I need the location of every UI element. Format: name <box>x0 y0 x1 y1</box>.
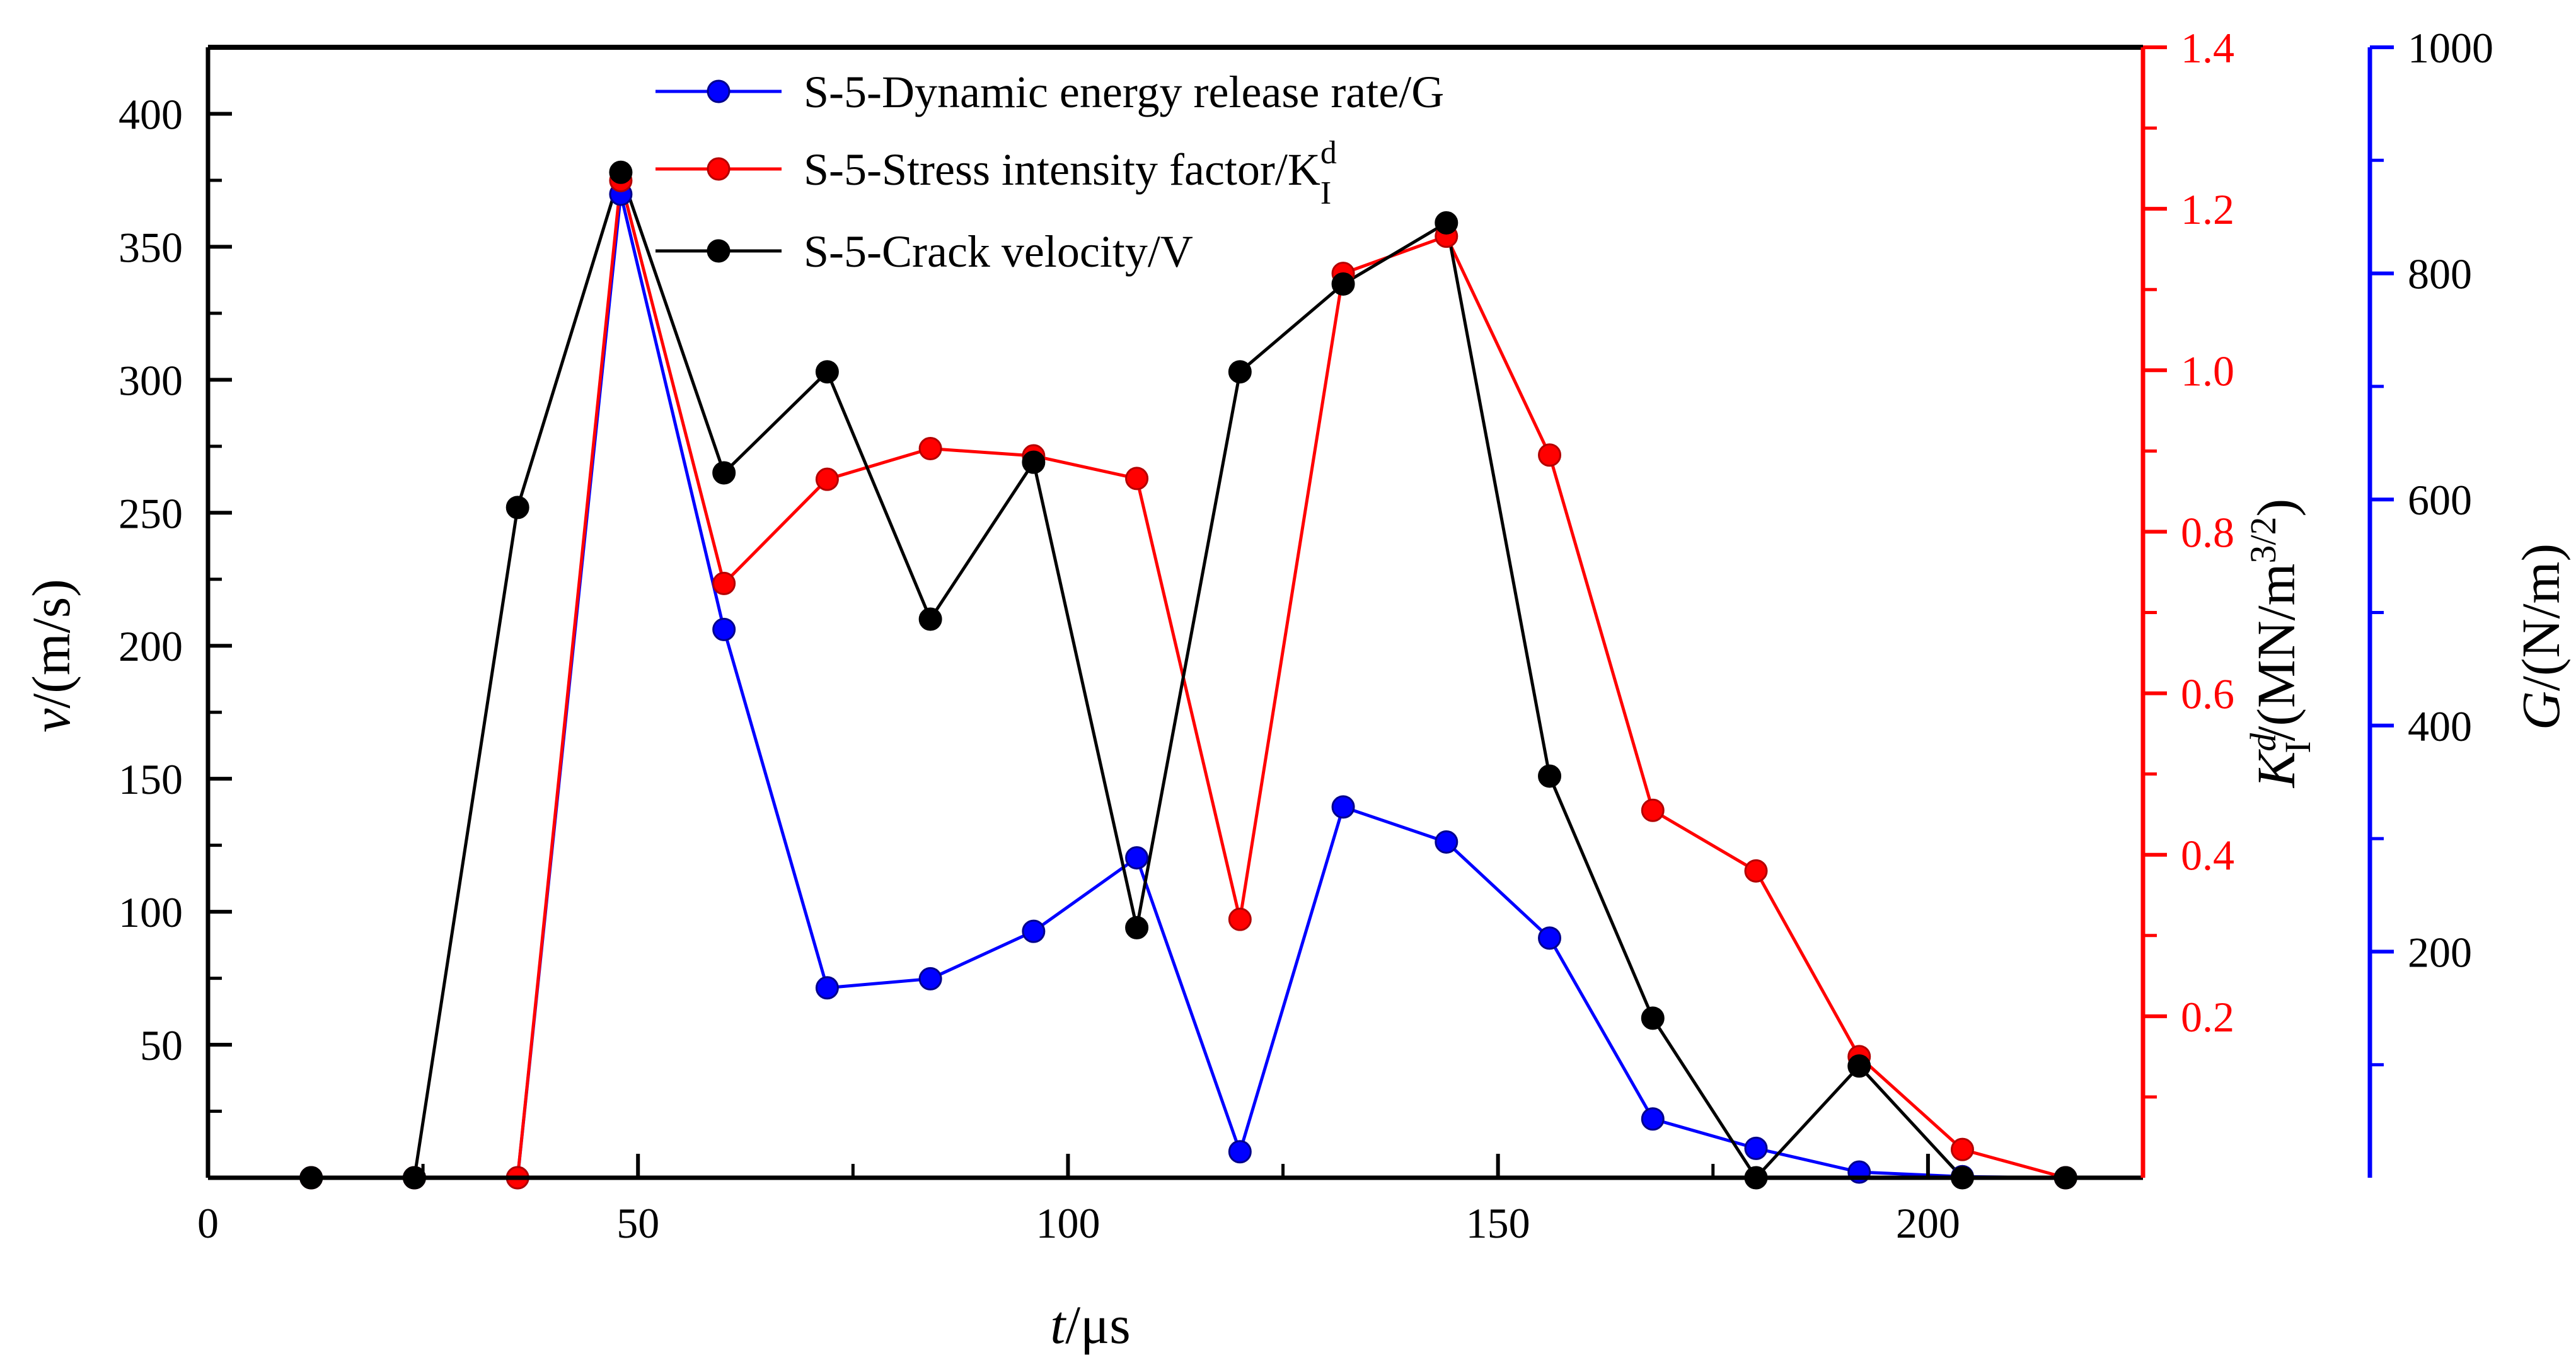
legend-label-velocity: S-5-Crack velocity/V <box>804 226 1193 277</box>
series-layer <box>299 160 2077 1190</box>
legend-label-energy: S-5-Dynamic energy release rate/G <box>804 67 1444 117</box>
series-point-1 <box>918 437 942 461</box>
series-point-1 <box>712 571 736 595</box>
series-point-0 <box>712 617 736 641</box>
x-tick-label: 50 <box>616 1199 659 1247</box>
legend-entry-velocity: S-5-Crack velocity/V <box>656 226 1193 277</box>
k-tick-label: 1.4 <box>2181 24 2234 72</box>
x-tick-label: 0 <box>197 1199 219 1247</box>
series-point-2 <box>1435 211 1458 235</box>
series-point-1 <box>815 467 839 491</box>
series-point-0 <box>1125 846 1149 870</box>
series-point-1 <box>1744 859 1768 883</box>
v-tick-label: 350 <box>118 223 183 271</box>
k-tick-label: 0.6 <box>2181 670 2234 718</box>
series-point-0 <box>1641 1107 1665 1131</box>
x-tick-label: 150 <box>1466 1199 1530 1247</box>
x-axis-title: t/μs <box>1050 1294 1130 1355</box>
series-point-2 <box>1331 272 1355 296</box>
v-tick-label: 250 <box>118 489 183 537</box>
series-point-2 <box>1641 1006 1665 1030</box>
legend-entry-energy: S-5-Dynamic energy release rate/G <box>656 67 1444 117</box>
g-tick-label: 200 <box>2408 928 2472 976</box>
legend-entry-stress: S-5-Stress intensity factor/Kd I <box>656 135 1337 211</box>
k-tick-label: 0.4 <box>2181 832 2234 880</box>
series-point-1 <box>1641 798 1665 822</box>
k-tick-label: 0.2 <box>2181 993 2234 1041</box>
x-tick-label: 200 <box>1896 1199 1960 1247</box>
series-point-0 <box>1022 919 1046 943</box>
k-tick-label: 0.8 <box>2181 508 2234 556</box>
series-point-1 <box>1950 1137 1974 1161</box>
series-point-2 <box>1847 1054 1871 1078</box>
series-point-0 <box>1331 795 1355 819</box>
series-point-2 <box>918 607 942 631</box>
g-axis-title: G/(N/m) <box>2510 543 2571 730</box>
v-tick-label: 100 <box>118 888 183 936</box>
series-point-2 <box>712 461 736 485</box>
series-point-2 <box>1228 360 1252 384</box>
v-tick-label: 50 <box>140 1021 183 1069</box>
v-tick-label: 150 <box>118 755 183 803</box>
v-tick-label: 400 <box>118 90 183 138</box>
k-axis-title: KdI/(MN/m3/2) <box>2243 499 2318 789</box>
series-point-0 <box>1538 926 1562 950</box>
g-tick-label: 1000 <box>2408 24 2493 72</box>
g-tick-label: 600 <box>2408 476 2472 524</box>
series-point-0 <box>1744 1136 1768 1160</box>
series-point-0 <box>1228 1140 1252 1164</box>
legend: S-5-Dynamic energy release rate/G S-5-St… <box>656 67 1444 277</box>
legend-label-stress: S-5-Stress intensity factor/Kd I <box>804 135 1337 211</box>
axes: 0 50 100 150 200 50 100 150 200 250 300 350 400 0.2 0.… <box>118 24 2493 1247</box>
series-point-2 <box>1538 764 1562 788</box>
series-point-2 <box>1022 450 1046 474</box>
v-axis-title: v/(m/s) <box>21 579 81 733</box>
series-point-2 <box>1125 915 1149 939</box>
series-point-0 <box>918 967 942 990</box>
series-point-0 <box>815 976 839 1000</box>
k-tick-label: 1.2 <box>2181 185 2234 233</box>
series-point-1 <box>1538 443 1562 467</box>
k-tick-label: 1.0 <box>2181 347 2234 395</box>
series-point-2 <box>609 160 633 184</box>
series-line-1 <box>311 178 2066 1180</box>
series-point-2 <box>505 496 529 520</box>
series-point-2 <box>815 360 839 384</box>
g-tick-label: 400 <box>2408 702 2472 750</box>
series-point-1 <box>1125 467 1149 491</box>
v-tick-label: 300 <box>118 356 183 404</box>
g-tick-label: 800 <box>2408 250 2472 298</box>
v-tick-label: 200 <box>118 622 183 670</box>
series-point-0 <box>1435 830 1458 854</box>
x-tick-label: 100 <box>1036 1199 1100 1247</box>
series-line-2 <box>311 170 2066 1180</box>
series-point-1 <box>1228 907 1252 931</box>
